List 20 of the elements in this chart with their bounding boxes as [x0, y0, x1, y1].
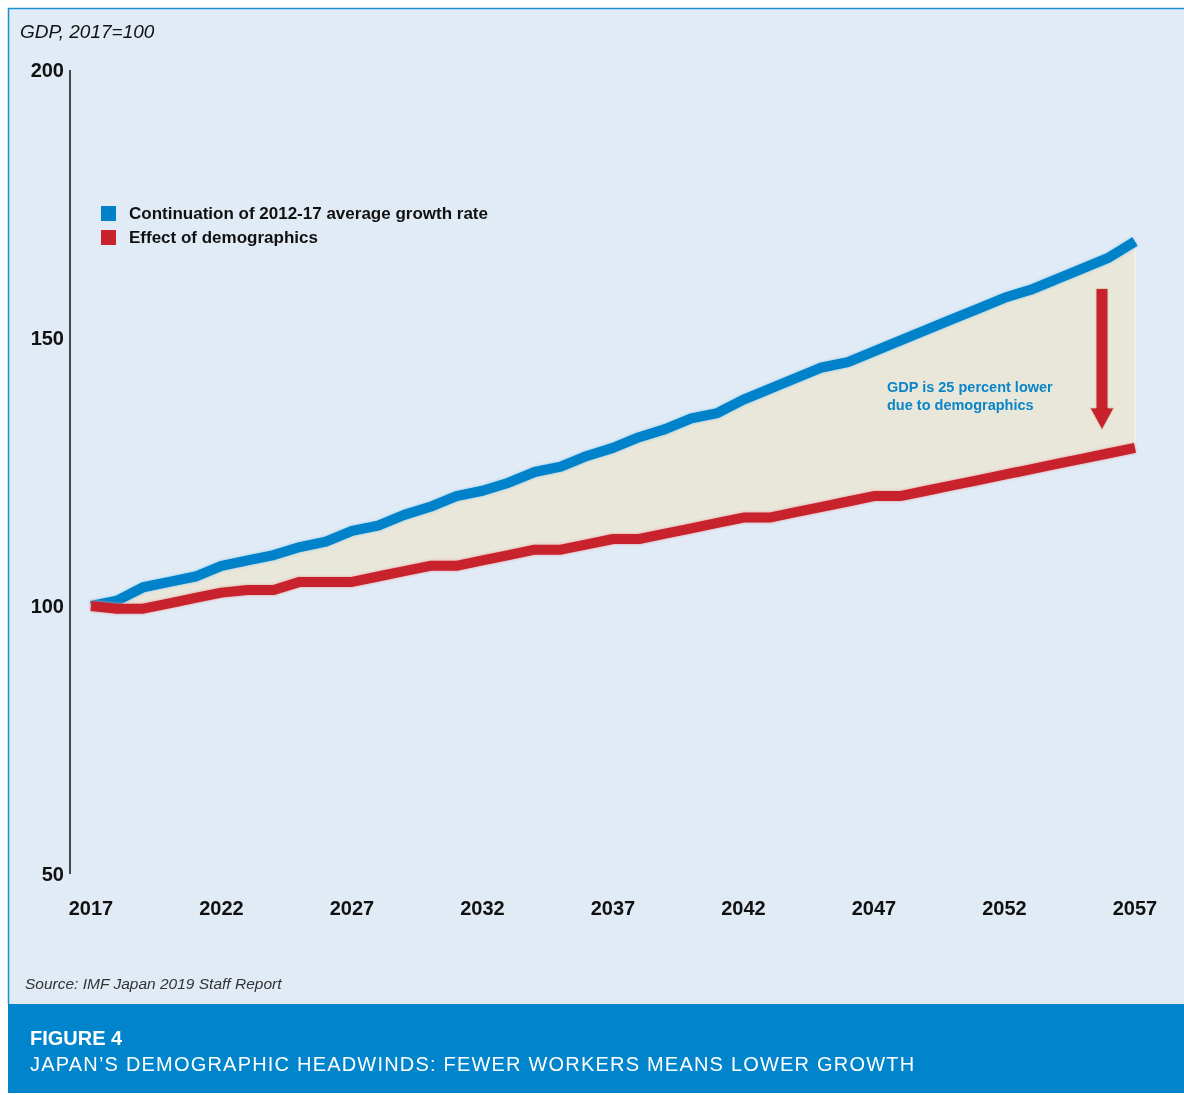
annotation: GDP is 25 percent lower due to demographics — [887, 378, 1054, 413]
x-tick-label: 2052 — [982, 897, 1027, 919]
x-tick-label: 2047 — [851, 897, 897, 919]
x-tick-label: 2027 — [329, 897, 375, 919]
x-tick-label: 2057 — [1112, 897, 1158, 919]
y-tick-label: 200 — [30, 59, 64, 81]
text: FIGURE 4 — [30, 1027, 124, 1049]
text: JAPAN’S DEMOGRAPHIC HEADWINDS: FEWER WORKERS MEANS LOWER GROWTH — [30, 1053, 916, 1075]
x-tick-label: 2042 — [721, 897, 766, 919]
x-tick-label: 2037 — [590, 897, 636, 919]
x-tick-label: 2022 — [199, 897, 244, 919]
x-tick-label: 2017 — [68, 897, 114, 919]
y-tick-label: 100 — [30, 595, 64, 617]
source-note: Source: IMF Japan 2019 Staff Report — [25, 975, 283, 992]
legend-label: Continuation of 2012-17 average growth rate — [129, 204, 488, 224]
y-tick-label: 150 — [30, 327, 64, 349]
y-tick-label: 50 — [41, 863, 64, 885]
legend-label: Effect of demographics — [129, 228, 318, 248]
x-tick-label: 2032 — [460, 897, 505, 919]
y-axis-title: GDP, 2017=100 — [20, 21, 155, 42]
